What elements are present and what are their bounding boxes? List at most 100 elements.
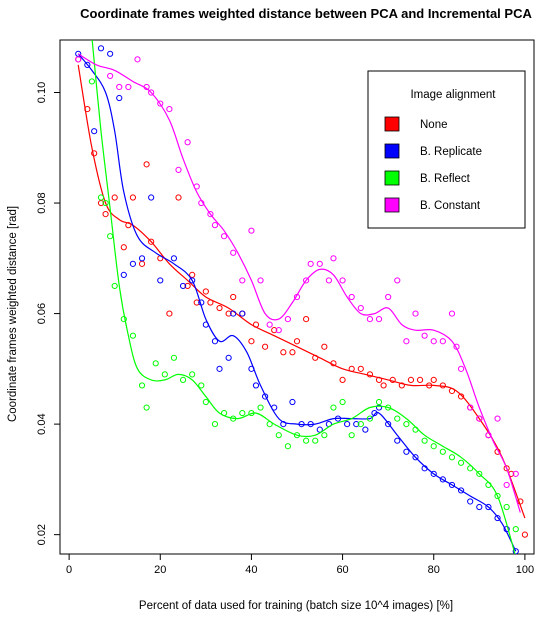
data-point-b-replicate bbox=[344, 421, 351, 428]
legend-label-b-constant: B. Constant bbox=[420, 200, 481, 212]
data-point-none bbox=[193, 299, 200, 306]
data-point-b-reflect bbox=[102, 199, 109, 207]
data-point-b-reflect bbox=[503, 503, 510, 511]
data-point-b-reflect bbox=[357, 421, 364, 428]
data-point-b-reflect bbox=[211, 421, 219, 428]
data-point-none bbox=[120, 244, 127, 251]
data-point-none bbox=[517, 498, 524, 505]
series-line-b-constant bbox=[77, 53, 521, 513]
data-point-b-constant bbox=[257, 277, 264, 284]
data-point-b-constant bbox=[325, 277, 333, 284]
series-b-reflect bbox=[88, 40, 519, 554]
data-point-b-replicate bbox=[202, 321, 209, 328]
data-point-b-constant bbox=[166, 105, 173, 113]
data-point-b-constant bbox=[303, 277, 310, 284]
data-point-b-replicate bbox=[362, 426, 369, 433]
x-axis: 0 20 40 60 80 100 bbox=[66, 554, 534, 576]
data-point-b-replicate bbox=[248, 365, 255, 372]
data-point-b-constant bbox=[134, 56, 141, 63]
data-point-b-constant bbox=[457, 365, 465, 372]
series-b-constant bbox=[75, 53, 521, 513]
data-point-none bbox=[252, 321, 260, 328]
data-point-b-constant bbox=[143, 83, 150, 91]
data-point-b-replicate bbox=[371, 409, 378, 417]
data-point-none bbox=[230, 293, 237, 301]
data-point-b-reflect bbox=[138, 382, 146, 389]
data-point-b-replicate bbox=[157, 277, 164, 284]
data-point-b-constant bbox=[366, 316, 374, 323]
data-point-b-reflect bbox=[129, 332, 137, 339]
data-point-b-replicate bbox=[485, 503, 492, 511]
data-point-b-reflect bbox=[439, 448, 446, 455]
legend-title: Image alignment bbox=[410, 89, 496, 101]
data-point-b-reflect bbox=[202, 398, 209, 406]
data-point-b-replicate bbox=[230, 310, 237, 317]
data-point-b-constant bbox=[385, 293, 392, 301]
data-point-b-reflect bbox=[348, 432, 355, 439]
data-point-b-replicate bbox=[225, 354, 232, 361]
data-point-b-replicate bbox=[170, 255, 178, 262]
data-point-b-reflect bbox=[457, 459, 465, 466]
data-point-b-replicate bbox=[289, 398, 296, 406]
data-point-b-reflect bbox=[330, 404, 337, 411]
data-point-b-reflect bbox=[430, 443, 437, 450]
data-point-b-reflect bbox=[485, 481, 492, 489]
y-axis-label: Coordinate frames weighted distance [rad… bbox=[7, 206, 19, 422]
legend-swatch-none bbox=[384, 116, 400, 132]
data-point-none bbox=[91, 150, 98, 157]
data-point-b-reflect bbox=[161, 371, 168, 378]
data-point-b-reflect bbox=[111, 282, 118, 290]
data-point-b-reflect bbox=[312, 437, 319, 444]
data-point-b-replicate bbox=[385, 421, 392, 428]
data-point-none bbox=[143, 161, 150, 168]
data-point-none bbox=[175, 194, 182, 201]
data-point-none bbox=[321, 343, 328, 350]
legend: Image alignment None B. Replicate B. Refle… bbox=[367, 70, 526, 229]
data-point-none bbox=[166, 310, 173, 317]
data-point-b-constant bbox=[403, 338, 410, 345]
data-point-b-constant bbox=[284, 316, 291, 323]
data-point-none bbox=[111, 194, 118, 201]
data-point-b-replicate bbox=[120, 271, 127, 278]
data-point-b-replicate bbox=[298, 421, 305, 428]
data-point-b-replicate bbox=[353, 421, 360, 428]
data-point-none bbox=[184, 282, 191, 290]
data-point-b-constant bbox=[266, 321, 273, 328]
data-point-b-replicate bbox=[107, 50, 114, 57]
data-point-none bbox=[366, 371, 374, 378]
data-point-b-reflect bbox=[107, 233, 114, 240]
data-point-b-replicate bbox=[252, 382, 260, 389]
legend-swatch-b-replicate bbox=[384, 143, 400, 159]
series-b-replicate bbox=[75, 45, 519, 554]
data-point-b-replicate bbox=[216, 365, 223, 372]
data-point-b-reflect bbox=[266, 421, 273, 428]
data-point-b-constant bbox=[307, 260, 314, 267]
data-point-b-constant bbox=[125, 83, 132, 91]
data-point-b-constant bbox=[339, 277, 346, 284]
series-line-b-replicate bbox=[77, 53, 517, 552]
data-point-none bbox=[503, 465, 510, 472]
data-point-b-constant bbox=[207, 210, 214, 218]
data-point-b-reflect bbox=[385, 404, 392, 411]
data-point-b-constant bbox=[275, 327, 282, 334]
data-point-b-constant bbox=[175, 166, 182, 173]
data-point-b-constant bbox=[116, 83, 123, 91]
data-point-b-reflect bbox=[394, 415, 401, 422]
data-point-b-reflect bbox=[321, 432, 328, 439]
data-point-b-reflect bbox=[88, 78, 96, 85]
data-point-b-replicate bbox=[307, 421, 314, 428]
x-tick-label: 20 bbox=[154, 564, 166, 576]
data-point-none bbox=[148, 238, 155, 245]
data-point-none bbox=[202, 288, 209, 295]
data-point-b-replicate bbox=[467, 498, 474, 505]
data-point-b-constant bbox=[512, 470, 519, 477]
data-point-b-constant bbox=[330, 255, 337, 262]
data-point-b-reflect bbox=[230, 415, 237, 422]
data-point-b-constant bbox=[348, 293, 355, 301]
data-point-b-reflect bbox=[120, 316, 127, 323]
data-point-b-reflect bbox=[467, 465, 474, 472]
data-point-none bbox=[375, 376, 383, 384]
legend-label-b-reflect: B. Reflect bbox=[420, 173, 471, 185]
y-tick-label: 0.06 bbox=[36, 303, 48, 324]
